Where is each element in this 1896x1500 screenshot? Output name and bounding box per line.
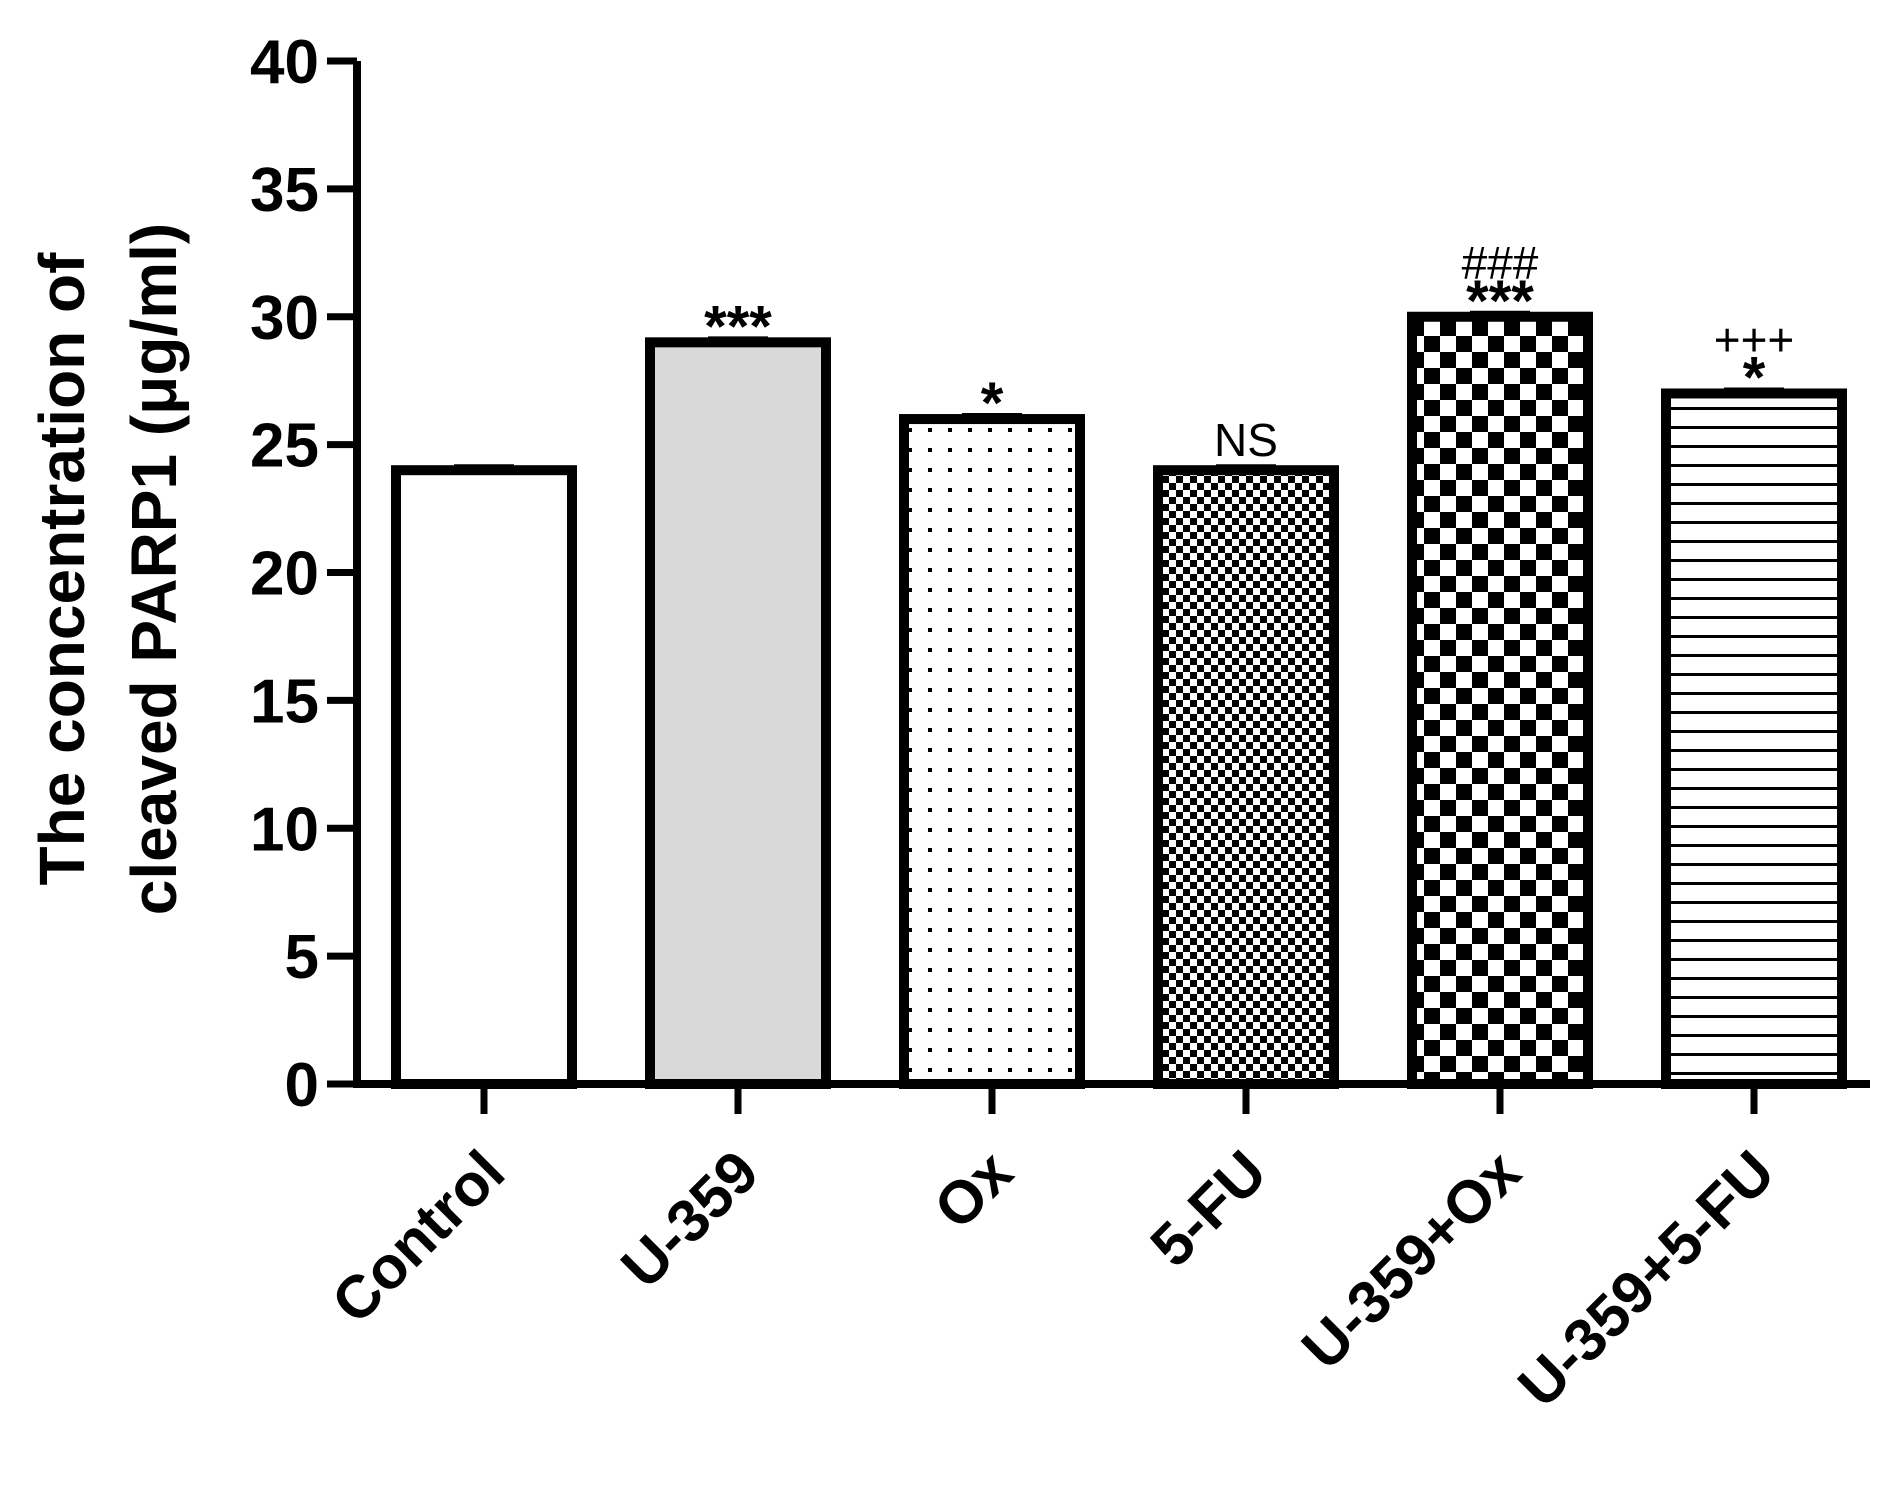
- x-tick-label-5-fu: 5-FU: [1138, 1138, 1280, 1280]
- annotation-u-359-0: ***: [704, 294, 772, 359]
- y-axis-title-line-2: cleaved PARP1 (μg/ml): [118, 223, 190, 915]
- bar-u-359: [645, 337, 831, 1089]
- bar-ox: [899, 414, 1085, 1089]
- y-tick-label-25: 25: [250, 412, 319, 481]
- bar-5-fu: [1153, 465, 1339, 1089]
- annotation-u-359-5-fu-0: +++: [1714, 313, 1795, 365]
- bar-u-359-ox: [1407, 311, 1593, 1089]
- annotation-5-fu-0: NS: [1214, 414, 1278, 466]
- y-axis-title: The concentration of cleaved PARP1 (μg/m…: [26, 223, 190, 915]
- y-axis-title-line-1: The concentration of: [26, 252, 98, 886]
- bar-control: [391, 465, 577, 1089]
- y-tick-label-5: 5: [285, 923, 319, 992]
- y-tick-label-20: 20: [250, 540, 319, 609]
- x-tick-label-control: Control: [319, 1138, 517, 1336]
- x-tick-label-u-359: U-359: [608, 1138, 771, 1301]
- y-tick-label-10: 10: [250, 795, 319, 864]
- x-tick-label-ox: Ox: [921, 1138, 1025, 1242]
- y-tick-label-0: 0: [285, 1051, 319, 1120]
- y-tick-label-35: 35: [250, 156, 319, 225]
- annotation-u-359-ox-0: ###: [1462, 237, 1539, 289]
- annotation-u-359-ox-1: ***: [1466, 269, 1534, 334]
- x-tick-label-u-359-5-fu: U-359+5-FU: [1505, 1138, 1787, 1420]
- x-tick-label-u-359-ox: U-359+Ox: [1289, 1138, 1533, 1382]
- y-tick-label-15: 15: [250, 667, 319, 736]
- y-tick-label-40: 40: [250, 28, 319, 97]
- y-tick-label-30: 30: [250, 284, 319, 353]
- bar-u-359-5-fu: [1661, 388, 1847, 1090]
- annotation-u-359-5-fu-1: *: [1743, 345, 1766, 410]
- annotation-ox-0: *: [981, 371, 1004, 436]
